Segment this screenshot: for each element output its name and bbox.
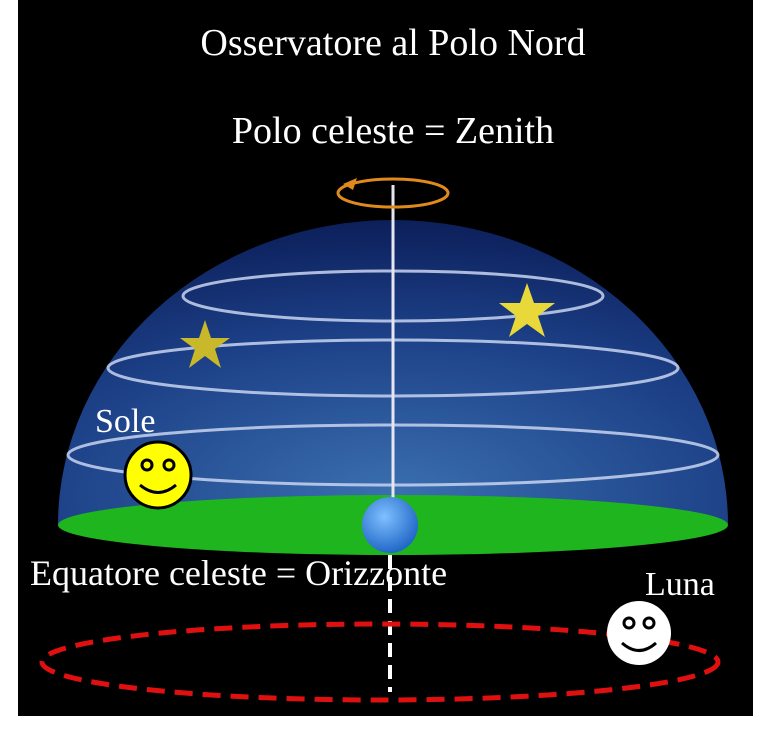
moon-label: Luna [645,566,715,603]
sun [125,442,191,508]
earth [362,497,418,553]
moon [607,601,671,665]
sun-label: Sole [95,403,155,440]
diagram: Osservatore al Polo Nord Polo celeste = … [0,0,771,738]
title: Osservatore al Polo Nord [200,22,585,64]
page: Osservatore al Polo Nord Polo celeste = … [0,0,771,738]
pole-label: Polo celeste = Zenith [232,110,554,152]
equator-label: Equatore celeste = Orizzonte [30,553,447,593]
